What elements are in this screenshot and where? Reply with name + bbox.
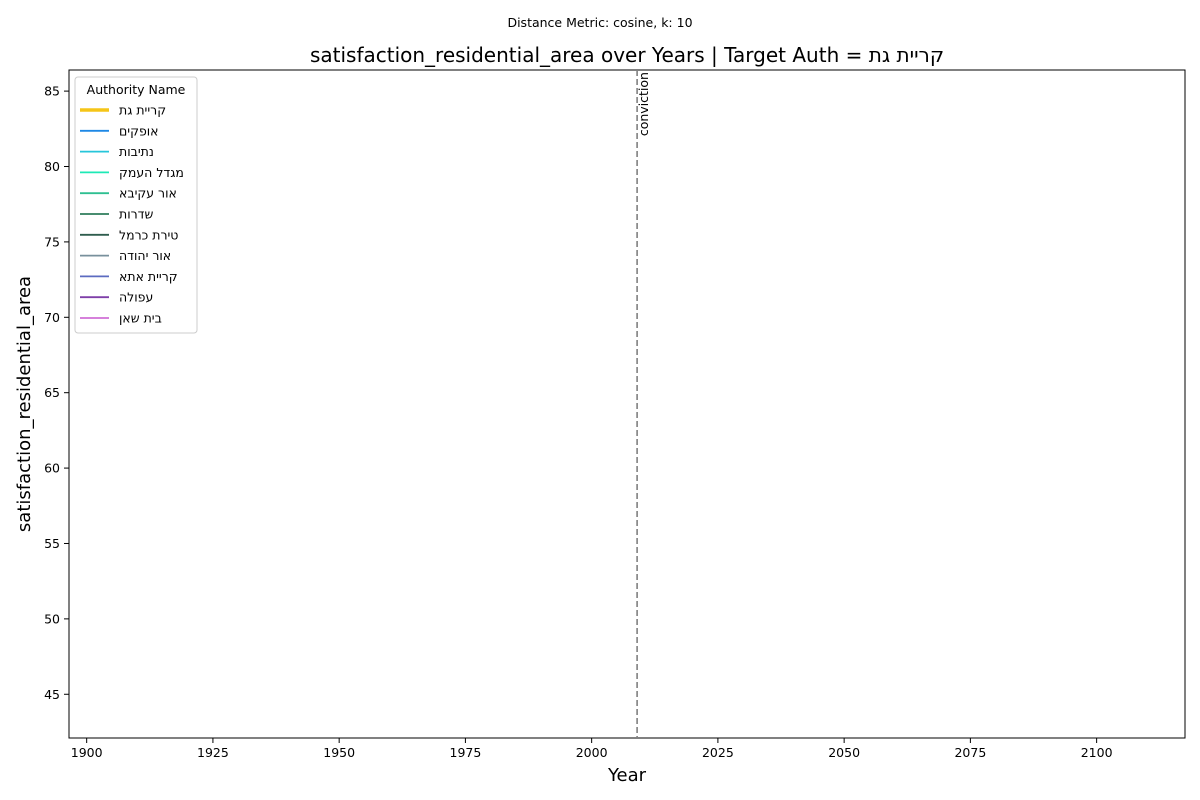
y-tick-label: 85 xyxy=(44,84,60,99)
x-axis-label: Year xyxy=(607,765,647,786)
chart-suptitle: Distance Metric: cosine, k: 10 xyxy=(507,15,692,30)
x-tick-label: 1975 xyxy=(450,745,482,760)
legend-entry-label: אור יהודה xyxy=(119,248,171,263)
annotations: conviction xyxy=(636,70,651,738)
x-tick-label: 1900 xyxy=(71,745,103,760)
x-tick-label: 2025 xyxy=(702,745,734,760)
y-tick-label: 70 xyxy=(44,310,60,325)
y-tick-label: 55 xyxy=(44,536,60,551)
y-tick-label: 80 xyxy=(44,159,60,174)
legend-entry-label: עפולה xyxy=(119,290,153,305)
chart-title: satisfaction_residential_area over Years… xyxy=(310,43,944,67)
legend-entry-label: שדרות xyxy=(119,207,154,222)
x-tick-label: 1925 xyxy=(197,745,229,760)
y-axis-label: satisfaction_residential_area xyxy=(14,276,35,532)
x-tick-label: 1950 xyxy=(323,745,355,760)
x-axis-ticks: 1900 1925 1950 1975 2000 2025 2050 2075 2100 xyxy=(71,738,1113,760)
x-tick-label: 2075 xyxy=(954,745,986,760)
legend-entry-label: בית שאן xyxy=(119,311,162,326)
y-tick-label: 75 xyxy=(44,234,60,249)
x-tick-label: 2000 xyxy=(576,745,608,760)
legend: Authority Name קריית גת אופקים נתיבות מגדל … xyxy=(74,76,198,334)
y-tick-label: 50 xyxy=(44,611,60,626)
x-tick-label: 2050 xyxy=(828,745,860,760)
legend-entry-label: טירת כרמל xyxy=(119,227,178,242)
plot-area xyxy=(68,69,1186,739)
y-tick-label: 60 xyxy=(44,461,60,476)
y-axis-ticks: 45 50 55 60 65 70 75 80 85 xyxy=(44,84,69,702)
legend-entry-label: מגדל העמק xyxy=(119,165,184,180)
legend-entry-label: אופקים xyxy=(119,123,159,138)
legend-frame xyxy=(74,76,198,334)
x-tick-label: 2100 xyxy=(1081,745,1113,760)
y-tick-label: 65 xyxy=(44,385,60,400)
legend-title: Authority Name xyxy=(87,82,186,97)
legend-entry-label: אור עקיבא xyxy=(119,186,177,201)
y-tick-label: 45 xyxy=(44,687,60,702)
legend-entry-label: קריית אתא xyxy=(119,269,178,284)
vline-annotation-label: conviction xyxy=(636,72,651,136)
legend-entry-label: נתיבות xyxy=(119,144,154,159)
legend-items: קריית גת אופקים נתיבות מגדל העמק אור עקיבא שד… xyxy=(80,103,184,326)
legend-entry-label: קריית גת xyxy=(119,103,166,118)
